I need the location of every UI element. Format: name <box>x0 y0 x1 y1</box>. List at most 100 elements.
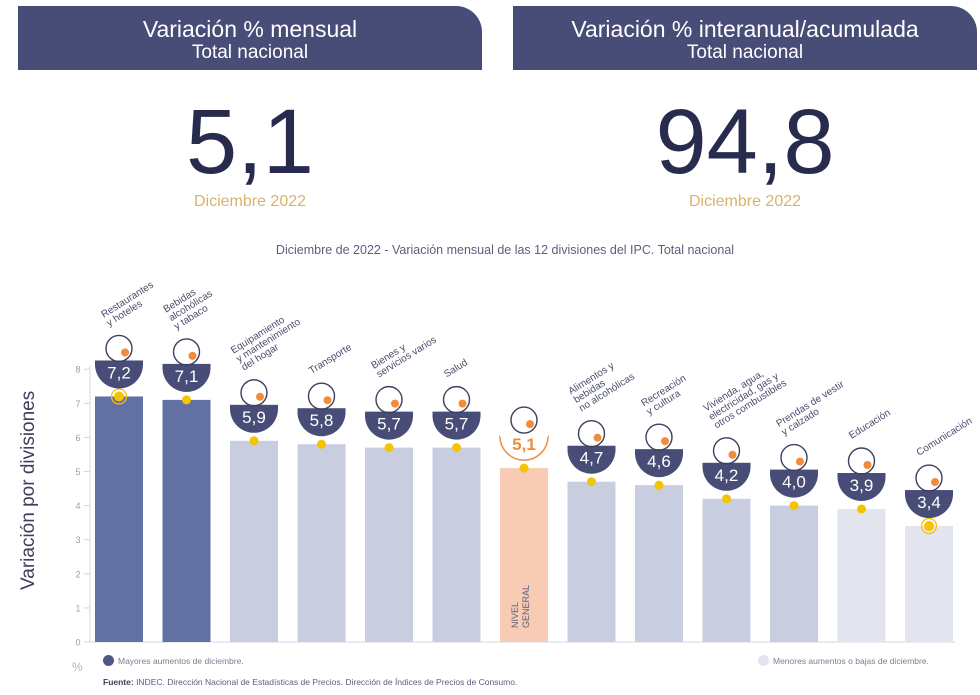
value-marker <box>182 395 191 405</box>
value-marker <box>384 443 394 453</box>
category-label: Equipamientoy mantenimientodel hogar <box>229 308 308 373</box>
legend-top: Mayores aumentos de diciembre. <box>103 655 244 666</box>
book-icon <box>847 447 876 475</box>
food-icon <box>577 420 606 448</box>
bar-9 <box>635 485 683 642</box>
y-tick-label: 8 <box>75 365 80 375</box>
value-badge <box>837 477 886 502</box>
y-axis-label: Variación por divisiones <box>18 390 39 590</box>
source-note: Fuente: INDEC. Dirección Nacional de Est… <box>103 677 517 687</box>
percent-symbol: % <box>72 660 83 674</box>
shirt-icon <box>780 443 808 472</box>
y-tick-label: 1 <box>75 603 80 613</box>
category-label: Alimentos ybebidasno alcohólicas <box>567 354 637 414</box>
category-label-line: Educación <box>847 407 892 441</box>
basket-icon-accent <box>526 420 534 429</box>
category-label-line: Transporte <box>307 342 354 377</box>
source-text: INDEC. Dirección Nacional de Estadística… <box>133 677 518 687</box>
bar-4 <box>297 444 346 642</box>
bus-icon <box>307 382 336 410</box>
value-badge-top <box>162 363 211 369</box>
monthly-header-subtitle: Total nacional <box>191 42 309 63</box>
legend-bottom: Menores aumentos o bajas de diciembre. <box>758 655 929 666</box>
monthly-value: 5,1 <box>186 91 314 193</box>
category-label: Bebidasalcohólicasy tabaco <box>162 280 220 333</box>
drinks-icon <box>172 338 201 366</box>
category-label: Comunicación <box>915 416 975 459</box>
value-label: 7,2 <box>107 363 131 382</box>
phone-icon <box>915 464 943 492</box>
category-label: Restaurantesy hoteles <box>99 280 161 329</box>
value-badge-top <box>432 411 481 417</box>
value-badge <box>95 364 143 389</box>
chart-title-separator: - <box>380 243 392 257</box>
y-tick-label: 6 <box>75 433 80 443</box>
bar-10 <box>702 498 751 642</box>
category-label-line: Comunicación <box>915 416 975 459</box>
value-badge <box>770 473 818 498</box>
lightbulb-icon <box>712 437 741 465</box>
value-marker <box>857 504 866 514</box>
value-badge-top <box>770 469 818 475</box>
value-badge-top <box>837 473 886 479</box>
value-badge-top <box>230 404 278 410</box>
value-badge-top <box>905 490 953 496</box>
value-label: 4,7 <box>580 449 604 468</box>
scissors-icon-accent <box>391 399 399 408</box>
value-badge-top <box>500 432 548 438</box>
restaurant-icon-accent <box>121 348 129 357</box>
value-marker <box>452 443 461 453</box>
y-tick-label: 5 <box>75 467 80 477</box>
bar-12 <box>837 509 886 642</box>
value-label: 5,8 <box>310 411 334 430</box>
annual-header-title: Variación % interanual/acumulada <box>571 16 919 42</box>
book-icon-accent <box>863 461 872 470</box>
value-badge-top <box>95 360 143 366</box>
value-marker <box>317 439 326 449</box>
bar-5 <box>365 447 413 642</box>
value-label: 3,4 <box>917 493 941 512</box>
value-label: 5,7 <box>445 415 469 434</box>
value-marker <box>519 463 529 473</box>
value-marker <box>722 494 731 504</box>
value-label: 7,1 <box>175 367 199 386</box>
value-label: 5,1 <box>512 435 536 454</box>
chart-title: Diciembre de 2022 - Variación mensual de… <box>0 243 980 257</box>
bar-2 <box>162 399 211 642</box>
y-tick-label: 3 <box>75 535 80 545</box>
value-badge <box>905 494 953 519</box>
y-tick-label: 0 <box>75 638 80 648</box>
umbrella-icon-accent <box>661 437 669 446</box>
value-badge <box>499 435 549 461</box>
value-badge <box>230 408 278 433</box>
category-label: Salud <box>442 357 470 380</box>
source-label: Fuente: <box>103 677 134 687</box>
monthly-header-title: Variación % mensual <box>142 16 358 42</box>
value-badge-top <box>635 449 683 455</box>
value-badge <box>702 466 751 491</box>
household-icon-accent <box>256 392 264 401</box>
bar-text-line: GENERAL <box>521 585 531 628</box>
value-label: 4,6 <box>647 452 671 471</box>
lightbulb-icon-accent <box>728 450 737 459</box>
value-badge <box>162 367 211 392</box>
category-label-line: Salud <box>442 357 470 380</box>
y-tick-label: 7 <box>75 399 80 409</box>
value-badge <box>635 453 683 478</box>
value-marker <box>114 391 124 402</box>
bar-8 <box>567 481 616 642</box>
bus-icon-accent <box>323 396 332 405</box>
value-marker-ring <box>920 517 938 535</box>
phone-icon-accent <box>931 478 939 487</box>
value-marker <box>924 521 934 532</box>
bar-3 <box>230 440 278 642</box>
value-badge-top <box>365 411 413 417</box>
value-marker-ring <box>110 388 128 405</box>
value-badge <box>432 415 481 440</box>
category-label: Recreacióny cultura <box>639 373 693 418</box>
legend-bottom-swatch <box>758 655 769 666</box>
annual-header-subtitle: Total nacional <box>686 42 804 63</box>
bar-6 <box>432 447 481 642</box>
monthly-header: Variación % mensual Total nacional <box>18 6 482 70</box>
bar-13 <box>905 526 953 642</box>
